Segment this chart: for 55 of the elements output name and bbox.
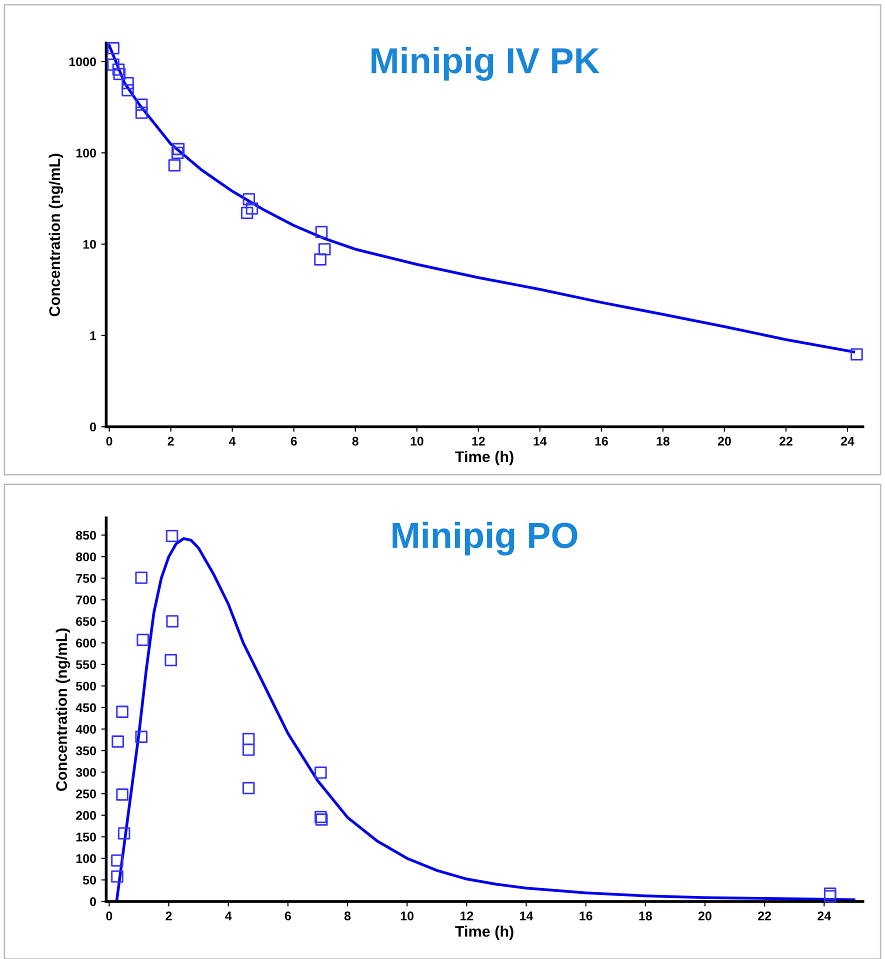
y-tick-label: 700 bbox=[76, 596, 96, 604]
chart-title: Minipig IV PK bbox=[372, 47, 600, 81]
x-tick-label: 10 bbox=[400, 912, 414, 920]
x-tick-label: 6 bbox=[290, 436, 297, 446]
y-tick-label: 650 bbox=[76, 617, 96, 626]
y-axis-title: Concentration (ng/mL) bbox=[56, 628, 70, 791]
y-tick-label: 100 bbox=[76, 148, 96, 158]
y-tick-label: 0 bbox=[90, 897, 96, 906]
x-tick-label: 12 bbox=[472, 436, 485, 446]
x-tick-label: 8 bbox=[352, 436, 358, 446]
x-tick-label: 16 bbox=[580, 912, 592, 920]
y-tick-label: 100 bbox=[76, 854, 96, 864]
x-tick-label: 2 bbox=[168, 436, 174, 446]
x-tick-label: 24 bbox=[818, 912, 832, 920]
x-tick-label: 4 bbox=[225, 912, 232, 920]
y-tick-label: 450 bbox=[76, 703, 96, 712]
y-tick-label: 10 bbox=[83, 240, 96, 249]
y-tick-label: 0 bbox=[90, 422, 96, 432]
y-tick-label: 800 bbox=[76, 552, 96, 562]
y-tick-label: 500 bbox=[76, 682, 96, 691]
y-tick-label: 50 bbox=[82, 876, 96, 885]
y-tick-label: 600 bbox=[76, 638, 96, 648]
x-tick-label: 22 bbox=[779, 436, 792, 446]
y-tick-label: 1000 bbox=[69, 57, 96, 66]
x-axis-title: Time (h) bbox=[455, 926, 514, 940]
x-tick-label: 16 bbox=[595, 436, 608, 446]
x-tick-label: 14 bbox=[534, 436, 547, 446]
x-tick-label: 6 bbox=[284, 912, 291, 920]
y-tick-label: 200 bbox=[76, 811, 96, 820]
x-tick-label: 10 bbox=[410, 436, 424, 446]
y-tick-label: 150 bbox=[76, 832, 96, 842]
x-axis-title: Time (h) bbox=[455, 450, 514, 466]
y-tick-label: 300 bbox=[76, 768, 96, 777]
y-tick-label: 400 bbox=[76, 724, 96, 734]
x-tick-label: 20 bbox=[718, 436, 731, 446]
y-axis-title: Concentration (ng/mL) bbox=[48, 154, 64, 316]
y-tick-label: 850 bbox=[76, 530, 96, 540]
y-tick-label: 550 bbox=[76, 660, 96, 670]
chart-title: Minipig PO bbox=[392, 522, 578, 556]
x-tick-label: 18 bbox=[639, 912, 652, 920]
y-tick-label: 1 bbox=[90, 331, 96, 340]
y-tick-label: 250 bbox=[76, 790, 96, 798]
x-tick-label: 24 bbox=[840, 436, 854, 446]
x-tick-label: 0 bbox=[106, 436, 112, 446]
x-tick-label: 18 bbox=[656, 436, 670, 446]
x-tick-label: 22 bbox=[758, 912, 772, 920]
y-tick-label: 750 bbox=[76, 574, 96, 583]
x-tick-label: 12 bbox=[460, 912, 474, 920]
x-tick-label: 2 bbox=[166, 912, 172, 920]
x-tick-label: 0 bbox=[106, 912, 112, 920]
x-tick-label: 4 bbox=[229, 436, 236, 446]
x-tick-label: 14 bbox=[520, 912, 534, 920]
y-tick-label: 350 bbox=[76, 746, 96, 756]
x-tick-label: 8 bbox=[344, 912, 351, 920]
x-tick-label: 20 bbox=[698, 912, 712, 920]
